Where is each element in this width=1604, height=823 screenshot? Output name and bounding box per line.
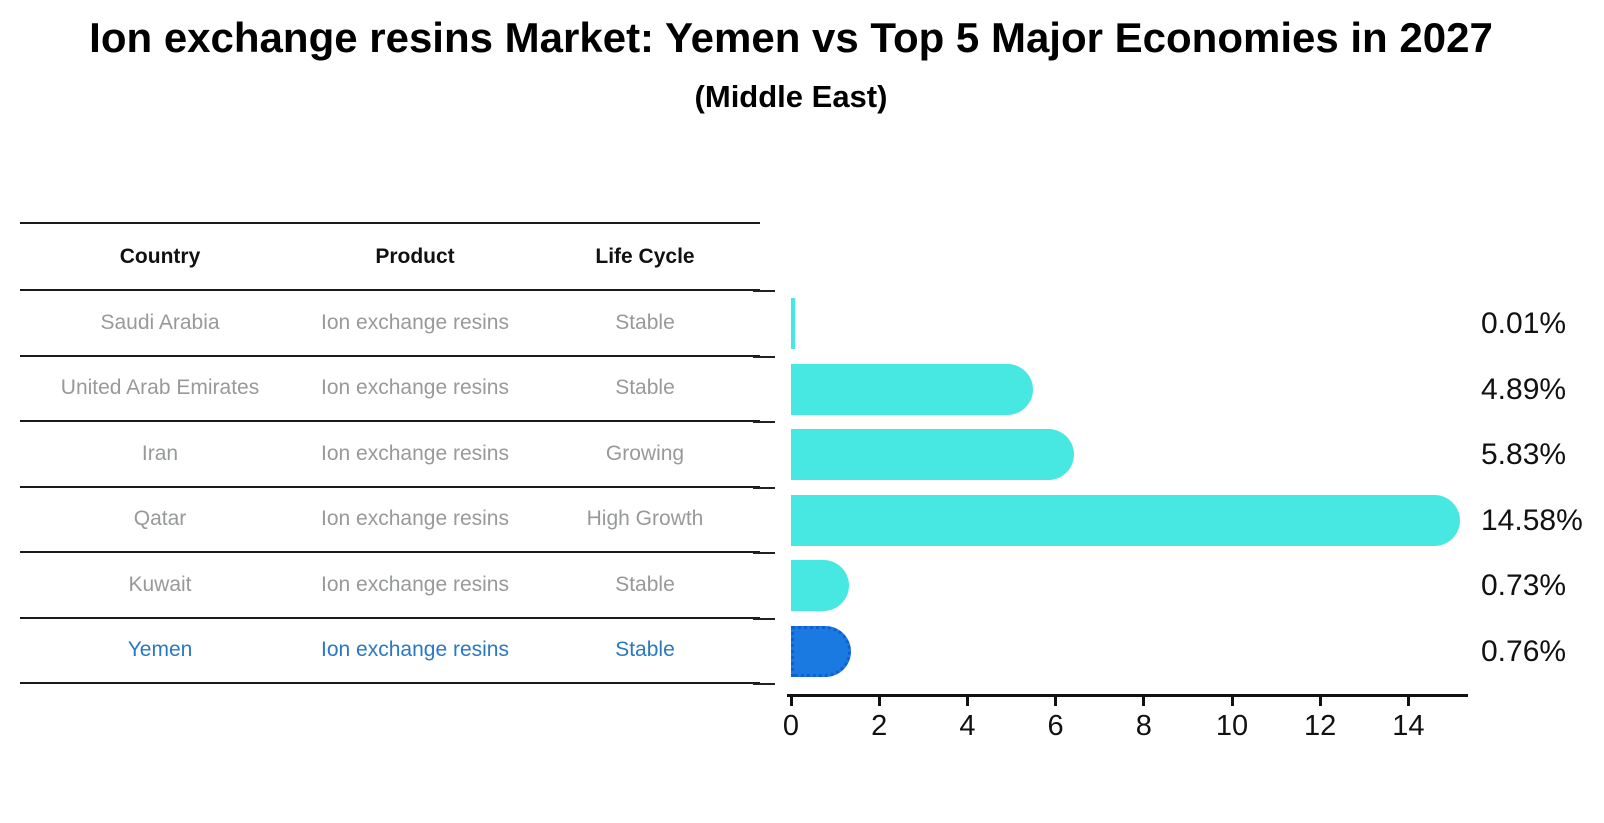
bar-saudi-arabia xyxy=(791,298,795,350)
x-axis-line xyxy=(787,694,1468,697)
x-axis-tick xyxy=(1406,697,1410,706)
table-cell-life-cycle: High Growth xyxy=(586,507,704,531)
country-table: Country Product Life Cycle Saudi Arabia I… xyxy=(20,222,760,684)
x-axis-tick xyxy=(1318,697,1322,706)
bar-value-label: 0.76% xyxy=(1481,634,1567,668)
y-axis-tick xyxy=(753,486,775,489)
bar-band xyxy=(791,422,1471,488)
bar-qatar xyxy=(791,494,1460,546)
bar-band xyxy=(791,488,1471,554)
bar-band xyxy=(791,291,1471,357)
table-cell-country: Yemen xyxy=(127,638,193,662)
table-cell-country: Kuwait xyxy=(128,572,192,596)
y-axis-tick xyxy=(753,355,775,358)
y-axis-tick xyxy=(753,617,775,620)
bar-value-label: 0.73% xyxy=(1481,569,1567,602)
x-axis-tick-label: 10 xyxy=(1215,710,1249,742)
table-cell-country: Iran xyxy=(141,441,179,465)
bar-united-arab-emirates xyxy=(791,363,1033,415)
x-axis-tick-label: 8 xyxy=(1135,710,1152,742)
x-axis-tick-label: 12 xyxy=(1304,710,1337,742)
bar-band xyxy=(791,619,1471,685)
table-row: United Arab Emirates Ion exchange resins S… xyxy=(20,357,760,422)
x-axis-tick xyxy=(965,697,969,706)
table-header-product: Product xyxy=(375,244,455,268)
table-cell-life-cycle: Stable xyxy=(615,638,675,662)
table-header-life-cycle: Life Cycle xyxy=(595,244,695,268)
table-cell-life-cycle: Stable xyxy=(615,310,675,334)
table-cell-product: Ion exchange resins xyxy=(321,441,509,465)
x-axis-tick xyxy=(789,697,793,706)
table-cell-life-cycle: Growing xyxy=(605,441,685,465)
table-row: Kuwait Ion exchange resins Stable xyxy=(20,553,760,619)
x-axis-tick-label: 6 xyxy=(1047,710,1064,742)
bar-yemen xyxy=(791,625,851,677)
bar-band xyxy=(791,357,1471,423)
table-cell-product: Ion exchange resins xyxy=(321,376,509,400)
bar-iran xyxy=(791,429,1075,481)
table-cell-country: United Arab Emirates xyxy=(60,376,260,400)
y-axis-tick xyxy=(753,290,775,292)
table-cell-product: Ion exchange resins xyxy=(321,310,509,334)
table-cell-product: Ion exchange resins xyxy=(321,572,509,596)
table-header-country: Country xyxy=(119,244,201,268)
x-axis-tick-label: 0 xyxy=(782,710,800,742)
table-cell-country: Saudi Arabia xyxy=(100,310,220,334)
table-row: Yemen Ion exchange resins Stable xyxy=(20,619,760,684)
table-cell-life-cycle: Stable xyxy=(615,376,675,400)
bar-kuwait xyxy=(791,560,850,612)
x-axis-tick-label: 4 xyxy=(959,710,976,742)
bar-value-label: 5.83% xyxy=(1481,438,1567,471)
x-axis-tick xyxy=(1230,697,1234,706)
y-axis-tick xyxy=(753,552,775,554)
x-axis-tick-label: 2 xyxy=(871,710,888,742)
chart-title: Ion exchange resins Market: Yemen vs Top… xyxy=(89,14,1493,61)
bar-plot-area xyxy=(791,291,1471,684)
table-row: Qatar Ion exchange resins High Growth xyxy=(20,488,760,553)
x-axis-tick xyxy=(1142,697,1146,706)
x-axis-tick-label: 14 xyxy=(1392,710,1425,742)
table-row: Iran Ion exchange resins Growing xyxy=(20,422,760,488)
table-cell-life-cycle: Stable xyxy=(615,572,675,596)
y-axis-tick xyxy=(753,683,775,685)
bar-value-label: 14.58% xyxy=(1481,503,1583,537)
bar-value-label: 0.01% xyxy=(1481,307,1567,340)
table-cell-product: Ion exchange resins xyxy=(321,638,509,662)
table-row: Saudi Arabia Ion exchange resins Stable xyxy=(20,291,760,357)
x-axis-tick xyxy=(877,697,881,706)
table-cell-country: Qatar xyxy=(133,507,187,531)
bar-band xyxy=(791,553,1471,619)
table-body: Saudi Arabia Ion exchange resins Stable Uni… xyxy=(20,291,760,684)
x-axis-tick xyxy=(1054,697,1058,706)
bar-value-label: 4.89% xyxy=(1481,372,1567,406)
table-header-row: Country Product Life Cycle xyxy=(20,224,760,291)
y-axis-tick xyxy=(753,421,775,423)
chart-subtitle: (Middle East) xyxy=(694,79,888,114)
table-cell-product: Ion exchange resins xyxy=(321,507,509,531)
